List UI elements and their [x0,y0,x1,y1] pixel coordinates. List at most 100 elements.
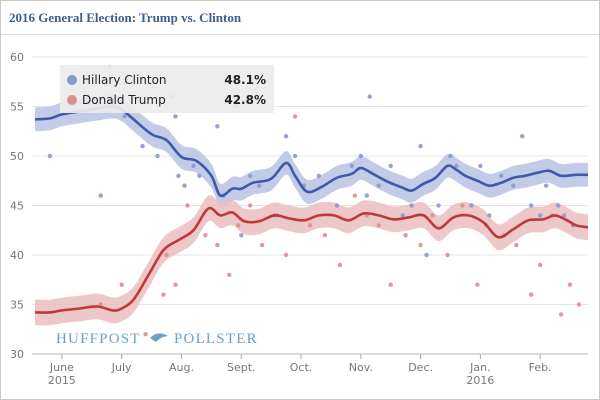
poll-dot-clinton [424,252,429,258]
y-tick-label: 35 [10,299,24,312]
y-axis-ticks: 30 35 40 45 50 55 60 [10,51,24,361]
logo-swoosh-icon [150,333,168,342]
poll-dot-clinton [215,124,220,129]
x-tick-label: Feb. [529,361,552,374]
poll-dot-clinton [529,203,534,208]
poll-dot-clinton [543,183,549,188]
poll-dot-trump [236,223,241,228]
poll-dot-clinton [334,203,340,208]
poll-dot-trump [576,302,582,307]
poll-dot-trump [430,213,435,218]
chart-title: 2016 General Election: Trump vs. Clinton [9,10,242,25]
poll-dot-trump [227,272,232,277]
trend-lines [34,105,589,314]
legend: Hillary Clinton 48.1% Donald Trump 42.8% [60,65,274,113]
legend-box [60,65,274,113]
poll-dot-trump [403,233,408,238]
huffpost-pollster-logo: HUFFPOST POLLSTER [56,331,258,347]
legend-label-trump: Donald Trump [82,93,166,107]
poll-dot-clinton [499,173,504,178]
poll-dot-trump [445,252,450,258]
poll-dot-clinton [418,143,423,149]
poll-dot-clinton [98,193,103,198]
poll-dot-clinton [364,193,369,198]
x-tick-label: Nov. [349,361,373,374]
poll-dot-clinton [176,173,181,178]
poll-dot-clinton [454,163,459,169]
trend-line-trump [34,206,589,314]
poll-dot-clinton [248,173,253,178]
poll-dot-clinton [197,173,202,178]
x-tick-label: Jan. [469,361,490,374]
poll-dot-trump [558,312,564,317]
x-tick-label: June [49,361,74,374]
poll-dot-clinton [182,183,187,188]
x-tick-sublabel: 2016 [466,374,494,387]
poll-dot-clinton [537,213,543,218]
poll-dot-clinton [436,203,441,208]
x-tick-label: July [111,361,132,374]
poll-dot-clinton [173,114,178,119]
legend-label-clinton: Hillary Clinton [82,73,167,87]
x-tick-sublabel: 2015 [48,374,76,387]
poll-dot-clinton [511,183,516,188]
poll-dot-clinton [376,183,381,188]
poll-dot-trump [388,282,393,287]
poll-dot-clinton [478,163,483,169]
poll-dot-clinton [555,203,561,208]
x-tick-label: Aug. [169,361,194,374]
poll-dot-clinton [358,153,364,159]
poll-dot-trump [143,332,148,337]
poll-dot-trump [537,262,543,268]
poll-dot-clinton [400,213,405,218]
poll-dot-clinton [367,94,372,99]
confidence-bands [35,94,588,326]
poll-dot-trump [259,242,265,248]
poll-dot-clinton [256,183,262,188]
legend-value-trump: 42.8% [224,93,266,107]
logo-pollster-word: POLLSTER [174,331,258,347]
legend-swatch-clinton [67,75,77,85]
poll-dot-trump [164,252,169,258]
poll-dot-trump [460,203,465,208]
y-tick-label: 30 [10,348,24,361]
poll-dot-trump [283,252,289,258]
y-tick-label: 60 [10,51,24,64]
poll-dot-clinton [316,173,322,178]
poll-dot-trump [307,223,313,228]
poll-dot-clinton [122,114,127,119]
poll-dot-trump [161,292,166,297]
poll-dot-trump [376,223,381,228]
trend-line-clinton [34,105,589,198]
poll-dot-clinton [469,203,474,208]
poll-dots [47,64,582,337]
poll-dot-clinton [239,233,244,238]
poll-dot-clinton [409,203,414,208]
poll-dot-clinton [140,143,145,149]
poll-dot-trump [215,242,220,248]
poll-dot-trump [337,262,343,268]
poll-dot-trump [322,233,328,238]
poll-dot-clinton [191,163,196,169]
title-divider [1,34,599,35]
poll-dot-clinton [47,153,53,159]
x-tick-label: Sept. [227,361,256,374]
y-tick-label: 50 [10,150,24,163]
poll-dot-trump [292,114,298,119]
grid-lines [32,56,588,355]
poll-dot-clinton [155,153,160,159]
poll-dot-trump [203,233,208,238]
y-tick-label: 40 [10,249,24,262]
poll-dot-clinton [487,213,492,218]
poll-dot-trump [185,203,190,208]
poll-dot-clinton [561,213,567,218]
poll-dot-clinton [283,134,289,139]
y-tick-label: 45 [10,200,24,213]
poll-dot-clinton [448,153,453,159]
logo-huffpost-word: HUFFPOST [56,331,141,347]
x-tick-label: Oct. [290,361,313,374]
poll-dot-trump [567,282,573,287]
poll-dot-clinton [388,163,393,169]
